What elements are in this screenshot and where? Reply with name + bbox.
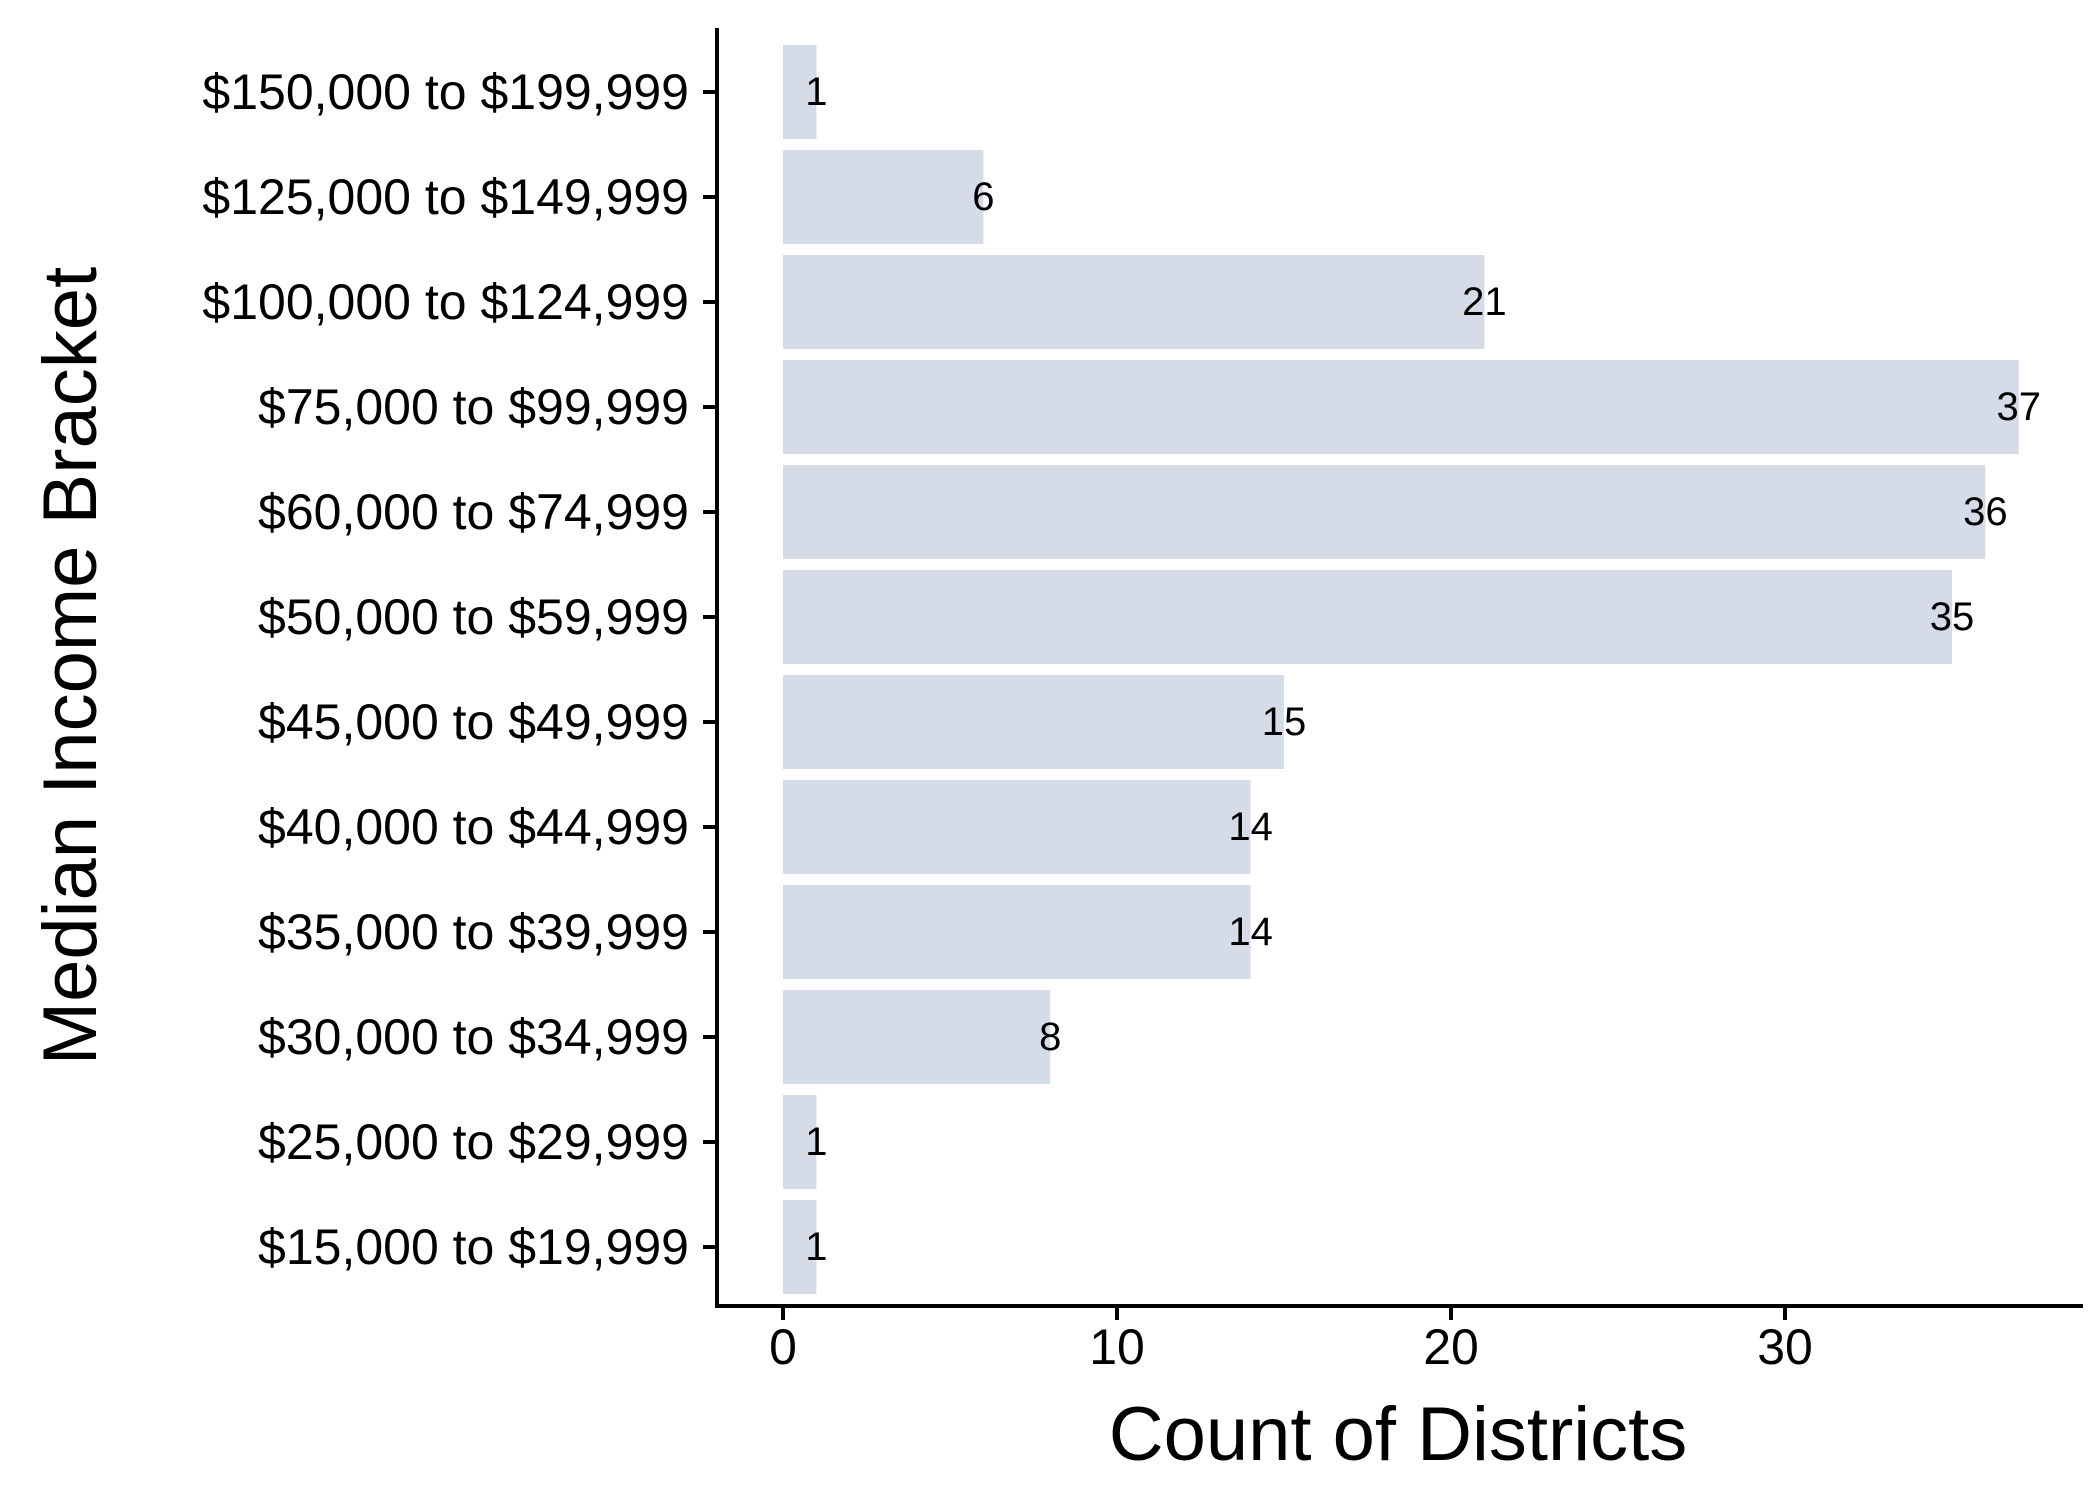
bar bbox=[783, 885, 1251, 979]
bar bbox=[783, 990, 1051, 1084]
y-tick-label: $125,000 to $149,999 bbox=[202, 169, 689, 225]
bar-value-label: 14 bbox=[1228, 910, 1273, 954]
bar bbox=[783, 570, 1952, 664]
y-tick-label: $45,000 to $49,999 bbox=[258, 694, 689, 750]
y-tick-label: $50,000 to $59,999 bbox=[258, 589, 689, 645]
y-tick-label: $30,000 to $34,999 bbox=[258, 1009, 689, 1065]
y-tick-label: $35,000 to $39,999 bbox=[258, 904, 689, 960]
x-tick-label: 30 bbox=[1757, 1319, 1813, 1375]
y-tick-label: $150,000 to $199,999 bbox=[202, 64, 689, 120]
bar-value-label: 1 bbox=[805, 1120, 827, 1164]
bar bbox=[783, 150, 984, 244]
bar bbox=[783, 465, 1986, 559]
y-tick-label: $60,000 to $74,999 bbox=[258, 484, 689, 540]
y-tick-label: $75,000 to $99,999 bbox=[258, 379, 689, 435]
x-axis-title: Count of Districts bbox=[1109, 1392, 1688, 1477]
bar bbox=[783, 360, 2019, 454]
y-tick-label: $15,000 to $19,999 bbox=[258, 1219, 689, 1275]
bar bbox=[783, 45, 817, 139]
bar-value-label: 6 bbox=[972, 175, 994, 219]
bar-value-label: 35 bbox=[1930, 595, 1975, 639]
bar-value-label: 14 bbox=[1228, 805, 1273, 849]
x-tick-label: 0 bbox=[769, 1319, 797, 1375]
bar bbox=[783, 675, 1284, 769]
bar-value-label: 21 bbox=[1462, 280, 1507, 324]
bar bbox=[783, 1200, 817, 1294]
bar-value-label: 1 bbox=[805, 1225, 827, 1269]
bar bbox=[783, 780, 1251, 874]
x-axis: 0 10 20 30 bbox=[715, 1304, 2083, 1375]
bar-value-label: 8 bbox=[1039, 1015, 1061, 1059]
y-tick-label: $100,000 to $124,999 bbox=[202, 274, 689, 330]
bar-value-label: 15 bbox=[1262, 700, 1307, 744]
x-tick-label: 10 bbox=[1089, 1319, 1145, 1375]
bar-labels-layer: 1 6 21 37 36 35 15 14 14 8 1 1 bbox=[805, 70, 2041, 1269]
bar-value-label: 1 bbox=[805, 70, 827, 114]
bar bbox=[783, 255, 1485, 349]
bars-layer bbox=[783, 45, 2019, 1294]
y-axis-title: Median Income Bracket bbox=[28, 267, 113, 1065]
y-tick-label: $25,000 to $29,999 bbox=[258, 1114, 689, 1170]
bar-value-label: 36 bbox=[1963, 490, 2008, 534]
bar bbox=[783, 1095, 817, 1189]
y-axis: $150,000 to $199,999 $125,000 to $149,999… bbox=[202, 28, 719, 1308]
y-tick-label: $40,000 to $44,999 bbox=[258, 799, 689, 855]
x-tick-label: 20 bbox=[1423, 1319, 1479, 1375]
bar-value-label: 37 bbox=[1997, 385, 2042, 429]
